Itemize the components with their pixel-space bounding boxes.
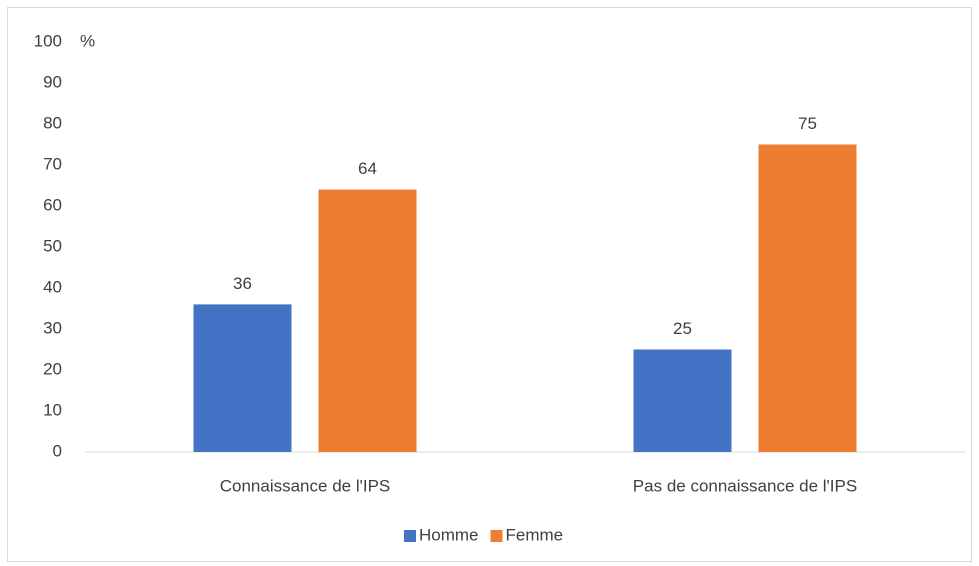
data-label: 36 — [233, 274, 252, 293]
y-axis-label: % — [80, 31, 95, 50]
y-tick-label: 60 — [43, 195, 62, 214]
data-label: 25 — [673, 319, 692, 338]
data-label: 64 — [358, 159, 377, 178]
y-tick-label: 80 — [43, 113, 62, 132]
bar — [758, 144, 857, 452]
legend-label: Homme — [419, 525, 479, 544]
y-tick-label: 100 — [34, 31, 62, 50]
y-tick-label: 20 — [43, 359, 62, 378]
y-tick-label: 30 — [43, 318, 62, 337]
y-tick-label: 70 — [43, 154, 62, 173]
legend-swatch — [490, 530, 503, 542]
y-tick-label: 0 — [53, 441, 62, 460]
data-label: 75 — [798, 114, 817, 133]
x-tick-label: Pas de connaissance de l'IPS — [633, 476, 857, 495]
legend-swatch — [404, 530, 416, 542]
x-tick-label: Connaissance de l'IPS — [220, 476, 391, 495]
y-tick-label: 40 — [43, 277, 62, 296]
bar — [633, 349, 732, 452]
bar — [193, 304, 292, 452]
y-tick-label: 10 — [43, 400, 62, 419]
y-tick-label: 50 — [43, 236, 62, 255]
legend-label: Femme — [506, 525, 564, 544]
y-tick-label: 90 — [43, 72, 62, 91]
bar — [318, 189, 417, 452]
